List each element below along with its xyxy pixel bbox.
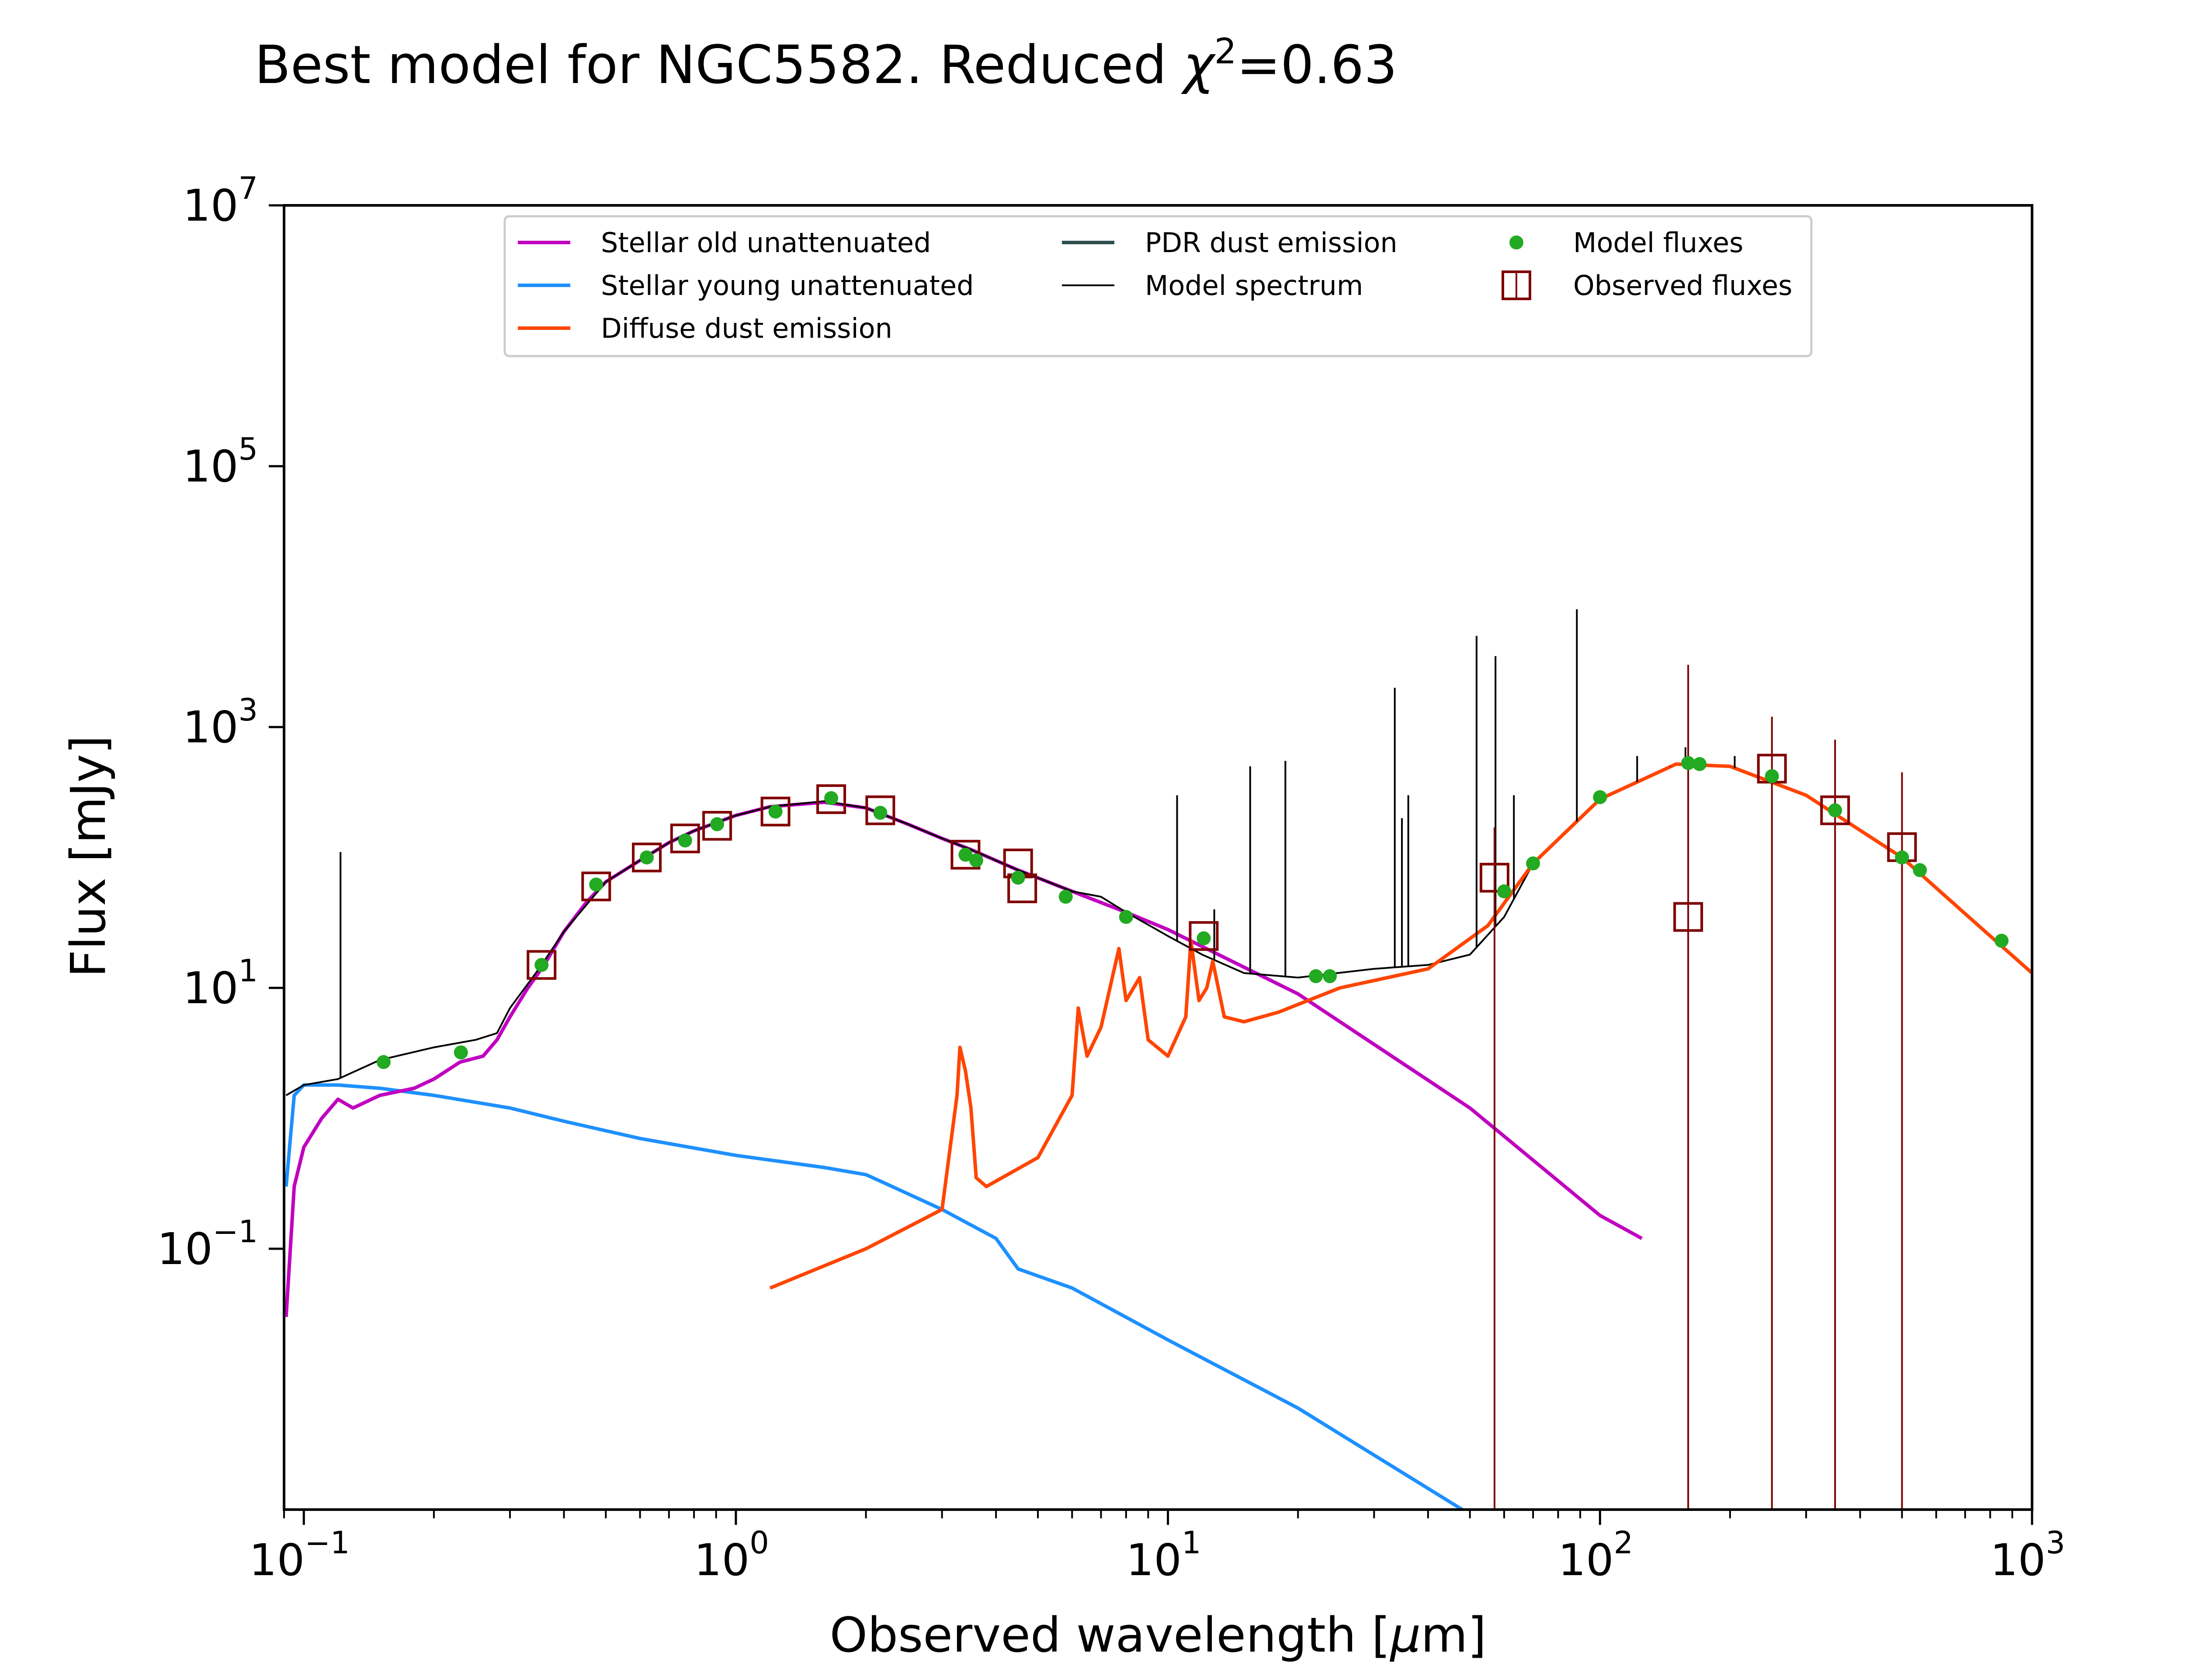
model-flux-point [1497,884,1511,899]
x-axis-label: Observed wavelength [μm] [830,1607,1487,1663]
series-line-diffuse-dust-emission [769,762,2032,1290]
model-flux-point [1994,934,2009,948]
x-axis-label-post: m] [1421,1607,1486,1663]
plot-frame [283,204,2033,1511]
title-main: Best model for NGC5582. Reduced [255,35,1183,96]
legend-label: Model spectrum [1145,270,1363,301]
observed-flux-marker [670,823,700,853]
y-tick-label: 105 [183,431,258,492]
x-tick-label: 101 [1126,1525,1201,1586]
observed-flux-marker [865,795,895,825]
x-axis-ticks: 10−1 100 101 102 103 [249,1510,2065,1586]
model-flux-point [824,791,839,805]
model-flux-point [1895,850,1909,865]
legend-entry: Observed fluxes [1502,270,1793,301]
y-axis-ticks: 10−1 101 103 105 107 [157,170,284,1275]
y-tick-label: 103 [183,692,258,753]
legend-label: Diffuse dust emission [601,312,892,344]
model-flux-point [1323,969,1337,984]
observed-flux-marker [702,811,732,841]
model-flux-point [873,806,888,820]
legend-entry: Diffuse dust emission [518,312,892,344]
observed-flux-marker [527,950,557,980]
x-tick-label: 102 [1558,1525,1633,1586]
observed-flux-marker [816,784,846,814]
model-flux-point [534,958,549,972]
model-flux-point [589,877,603,892]
legend-label: Observed fluxes [1573,270,1793,301]
y-tick-label: 10−1 [157,1214,258,1275]
legend-entry: Stellar young unattenuated [518,270,974,301]
model-flux-point [1765,769,1779,783]
model-flux-point [1526,856,1540,871]
series-line-stellar-young-unattenuated [284,1083,1464,1510]
model-flux-point [376,1055,391,1069]
y-tick-label: 107 [183,170,258,231]
model-flux-point [969,853,983,868]
title-chi: χ [1181,35,1216,96]
legend-entry: Model spectrum [1062,270,1363,301]
model-flux-point [1593,790,1607,804]
chart-title: Best model for NGC5582. Reduced χ2=0.63 [255,31,1398,96]
model-flux-point [640,850,654,865]
observed-flux-marker [1189,921,1219,951]
marker-layer [376,665,2009,1510]
legend: Stellar old unattenuated Stellar young un… [503,215,1813,357]
legend-entry: PDR dust emission [1062,227,1398,259]
title-sup: 2 [1214,31,1237,72]
model-flux-point [958,848,973,862]
legend-label: Model fluxes [1573,227,1743,259]
model-flux-point [1197,931,1211,946]
observed-flux-marker [1673,902,1703,932]
legend-label: PDR dust emission [1145,227,1398,259]
y-tick-label: 101 [183,953,258,1014]
model-flux-point [1119,910,1133,924]
legend-swatch [1509,236,1523,249]
model-flux-point [1058,890,1073,904]
observed-flux-marker [632,842,662,873]
observed-flux-marker [1479,863,1509,893]
x-axis-label-pre: Observed wavelength [ [830,1607,1391,1663]
observed-flux-marker [581,871,611,901]
x-tick-label: 10−1 [249,1525,350,1586]
legend-label: Stellar young unattenuated [601,270,974,301]
x-axis-label-mu: μ [1389,1607,1421,1663]
x-tick-label: 103 [1990,1525,2065,1586]
legend-label: Stellar old unattenuated [601,227,931,259]
model-flux-point [454,1045,468,1060]
x-tick-label: 100 [694,1525,769,1586]
legend-entry: Stellar old unattenuated [518,227,931,259]
model-flux-point [1681,756,1696,770]
y-axis-label: Flux [mJy] [60,735,116,977]
series-line-model-spectrum [285,763,2032,1096]
model-flux-point [1693,757,1707,771]
model-flux-point [710,817,725,831]
title-rest: =0.63 [1237,35,1398,96]
observed-flux-marker [760,797,791,827]
model-flux-point [1309,969,1323,984]
model-flux-point [1828,803,1842,817]
series-layer [284,609,2032,1510]
model-flux-point [678,833,692,848]
legend-entry: Model fluxes [1509,227,1743,259]
observed-flux-marker [1820,795,1850,825]
model-flux-point [1913,863,1927,877]
model-flux-point [768,804,783,819]
model-flux-point [1011,870,1025,885]
legend-box [503,215,1813,357]
